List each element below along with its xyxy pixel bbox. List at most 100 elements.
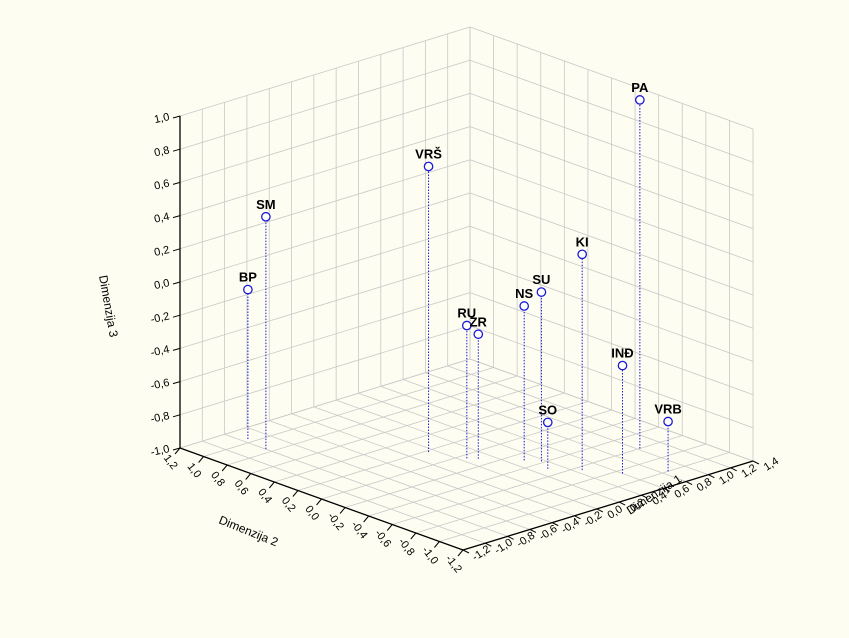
point-label: RU	[457, 306, 476, 321]
x-tick	[708, 474, 715, 479]
x-axis-line	[462, 460, 754, 551]
data-point	[261, 211, 271, 222]
y-tick-label: 0,0	[302, 503, 321, 522]
y-tick-label: 0,2	[279, 495, 298, 514]
data-point	[473, 329, 484, 340]
wall-grid-line	[179, 292, 471, 382]
wall-grid-line	[469, 292, 754, 395]
z-tick	[172, 281, 181, 285]
x-tick	[641, 494, 648, 499]
wall-grid-line	[469, 59, 754, 163]
z-tick-label: 0,6	[153, 178, 170, 193]
point-label: VRŠ	[415, 146, 442, 161]
wall-grid-line	[469, 225, 754, 329]
wall-grid-line	[179, 259, 471, 349]
z-tick	[172, 115, 181, 119]
z-tick-label: 0,0	[153, 277, 170, 292]
x-tick	[529, 529, 537, 533]
z-tick-label: -0,2	[150, 310, 171, 326]
y-tick	[363, 515, 370, 523]
floor-grid-line	[344, 418, 636, 508]
y-tick-label: -0,2	[325, 510, 346, 532]
y-tick-label: -1,0	[419, 544, 440, 566]
y-tick-label: 1,0	[185, 461, 204, 480]
data-point	[663, 416, 673, 427]
data-point	[617, 360, 628, 371]
point-label: INĐ	[611, 346, 633, 361]
z-tick	[172, 414, 181, 418]
floor-grid-line	[203, 367, 494, 457]
y-tick	[198, 456, 204, 463]
z-tick-label: -1,0	[150, 443, 171, 459]
wall-grid-line	[469, 192, 754, 296]
y-tick	[292, 490, 299, 497]
floor-grid-line	[227, 375, 518, 466]
z-tick-label: 0,8	[153, 144, 170, 159]
wall-grid-line	[179, 126, 471, 216]
floor-grid-line	[250, 384, 541, 474]
data-point	[423, 161, 434, 172]
z-axis-title: Dimenzija 3	[96, 274, 121, 338]
data-point	[536, 287, 547, 297]
y-tick	[316, 498, 322, 506]
wall-grid-line	[179, 192, 471, 283]
z-tick-label: 1,0	[153, 111, 170, 126]
point-label: SU	[532, 272, 550, 287]
wall-grid-line	[179, 93, 471, 183]
data-point	[461, 320, 472, 331]
y-tick	[174, 447, 181, 455]
z-tick-label: -0,6	[150, 377, 171, 393]
y-tick-label: 0,6	[232, 478, 251, 497]
y-tick-label: 0,4	[255, 486, 274, 505]
y-tick-label: 0,8	[208, 469, 227, 488]
z-tick-label: 0,4	[153, 211, 170, 226]
wall-grid-line	[469, 93, 754, 196]
point-label: SO	[538, 402, 557, 417]
x-tick	[462, 549, 470, 554]
z-tick	[172, 447, 181, 451]
wall-grid-line	[179, 159, 471, 250]
wall-grid-line	[469, 358, 754, 462]
x-tick	[685, 481, 693, 485]
floor-grid-line	[297, 401, 589, 491]
point-label: NS	[515, 286, 533, 301]
x-tick	[596, 508, 604, 513]
wall-grid-line	[179, 225, 471, 316]
data-point	[519, 301, 530, 311]
point-label: KI	[576, 234, 589, 249]
x-tick	[752, 460, 760, 465]
wall-grid-line	[469, 259, 754, 362]
point-label: ZR	[470, 314, 488, 329]
y-tick-label: -0,8	[396, 536, 417, 558]
x-tick	[552, 522, 559, 527]
y-axis-title: Dimenzija 2	[217, 513, 281, 550]
point-label: BP	[239, 270, 257, 285]
data-point	[635, 95, 645, 105]
y-tick	[434, 541, 440, 548]
wall-grid-line	[179, 26, 471, 117]
x-tick-label: 1,4	[762, 455, 781, 473]
wall-grid-line	[179, 358, 471, 449]
y-tick	[268, 481, 275, 489]
point-label: PA	[631, 80, 649, 95]
x-tick	[730, 467, 737, 472]
wall-grid-line	[469, 325, 754, 429]
z-tick	[172, 148, 181, 152]
y-tick	[457, 549, 464, 557]
floor-grid-line	[439, 452, 730, 542]
floor-grid-line	[368, 426, 659, 517]
x-tick	[485, 542, 492, 547]
floor-grid-line	[274, 392, 565, 483]
y-tick	[410, 532, 417, 540]
y-tick-label: -0,4	[348, 519, 369, 541]
point-label: SM	[256, 197, 276, 212]
x-tick	[663, 487, 670, 492]
wall-grid-line	[179, 325, 471, 416]
z-tick	[172, 314, 181, 318]
x-tick	[618, 501, 626, 506]
z-tick-label: 0,2	[153, 244, 170, 259]
floor-grid-line	[392, 435, 683, 525]
floor-grid-line	[415, 443, 706, 534]
